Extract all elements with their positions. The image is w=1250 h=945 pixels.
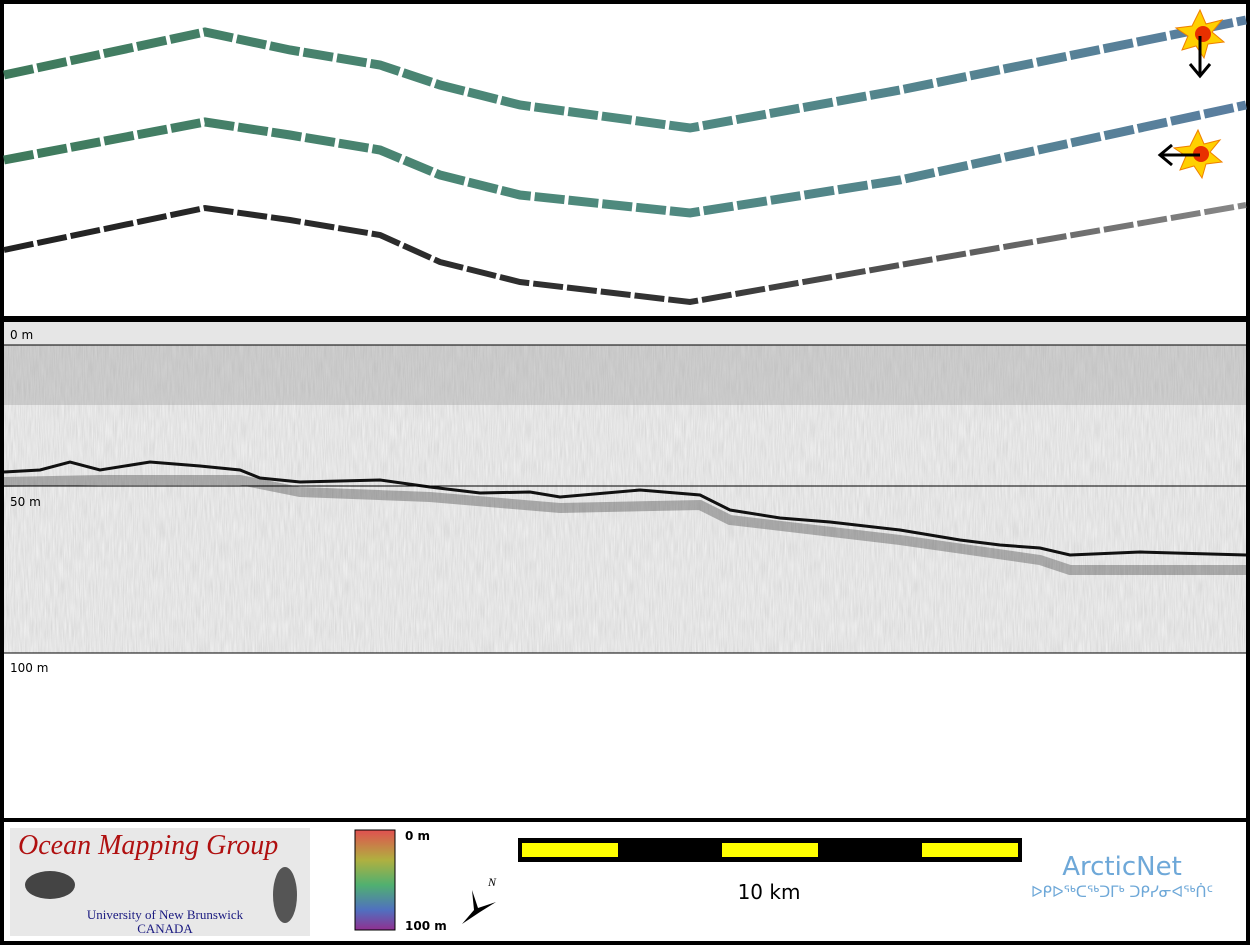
depth-label: 0 m bbox=[10, 328, 33, 342]
track-line bbox=[3, 15, 1247, 133]
colorbar-label: 0 m bbox=[405, 829, 430, 843]
scale-segment bbox=[722, 843, 818, 857]
scale-segment bbox=[922, 843, 1018, 857]
track-line bbox=[3, 202, 1247, 306]
seabed-echo bbox=[3, 475, 1246, 575]
map-panel bbox=[4, 4, 1246, 316]
logo-shape bbox=[25, 871, 75, 899]
logo-line: University of New Brunswick bbox=[87, 907, 244, 922]
colorbar bbox=[354, 829, 396, 931]
seabed-line bbox=[3, 460, 1247, 557]
sun-icons bbox=[1157, 8, 1226, 180]
scale-segment bbox=[522, 843, 618, 857]
colorbar-label: 100 m bbox=[405, 919, 447, 933]
partner-syllabics: ᐅᑭᐅᖅᑕᖅᑐᒥᒃ ᑐᑭᓯᓂᐊᖅᑏᑦ bbox=[1031, 883, 1213, 901]
logo-title: Ocean Mapping Group bbox=[18, 830, 278, 861]
depth-label: 100 m bbox=[10, 661, 48, 675]
depth-label: 50 m bbox=[10, 495, 41, 509]
profile-header bbox=[4, 322, 1246, 345]
logo-line: CANADA bbox=[137, 921, 193, 936]
logo-shape bbox=[273, 867, 297, 923]
north-label: N bbox=[487, 875, 497, 889]
scale-label: 10 km bbox=[738, 880, 801, 904]
water-column bbox=[4, 345, 1246, 405]
north-arrow bbox=[462, 890, 496, 924]
sonar-noise bbox=[4, 345, 1246, 653]
partner-name: ArcticNet bbox=[1062, 852, 1182, 882]
track-line bbox=[3, 100, 1247, 218]
tracks bbox=[3, 15, 1247, 306]
